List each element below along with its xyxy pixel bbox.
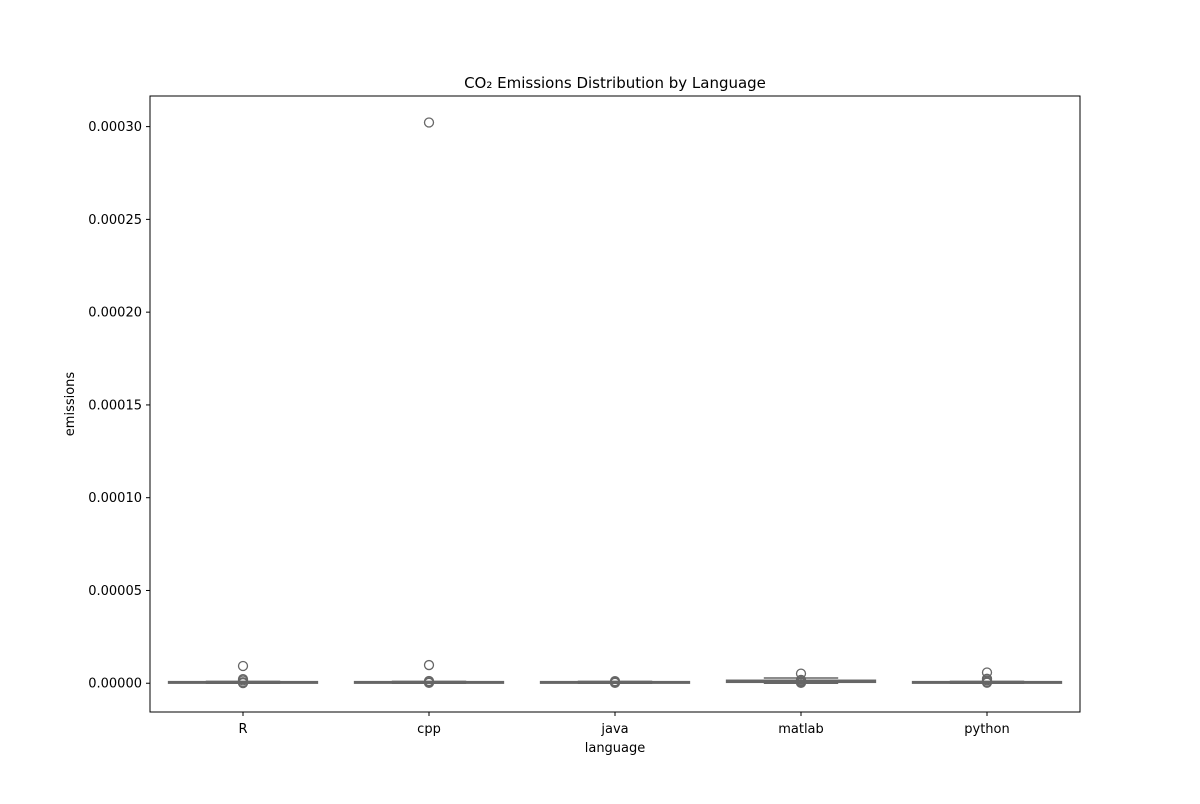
y-tick-label: 0.00000 [88, 677, 142, 692]
y-tick-label: 0.00015 [88, 398, 142, 413]
x-tick-label: matlab [778, 722, 824, 737]
y-tick-label: 0.00010 [88, 491, 142, 506]
plot-area: 0.00000 0.00005 0.00010 0.00015 0.00020 0.000… [88, 95, 1081, 737]
chart-title: CO₂ Emissions Distribution by Language [464, 74, 766, 92]
x-tick-label: python [964, 722, 1009, 737]
outlier-point [237, 660, 249, 672]
outlier-point [795, 677, 807, 689]
x-tick-label: R [238, 722, 247, 737]
y-tick-label: 0.00005 [88, 584, 142, 599]
box-python [911, 667, 1063, 688]
x-tick-label: java [600, 722, 628, 737]
outlier-point [423, 117, 435, 128]
y-tick-label: 0.00030 [88, 120, 142, 135]
y-tick-label: 0.00020 [88, 306, 142, 321]
outlier-point [423, 659, 435, 671]
axes-frame [149, 95, 1081, 713]
outlier-point [609, 677, 621, 689]
box-cpp [353, 117, 505, 689]
x-axis-label: language [585, 741, 646, 756]
outlier-point [237, 677, 249, 689]
x-tick-label: cpp [417, 722, 441, 737]
box-java [539, 676, 691, 689]
y-axis-label: emissions [63, 372, 78, 437]
outlier-point [423, 677, 435, 689]
box-R [167, 660, 319, 689]
y-tick-label: 0.00025 [88, 213, 142, 228]
outlier-point [981, 677, 993, 688]
box-matlab [725, 668, 877, 689]
